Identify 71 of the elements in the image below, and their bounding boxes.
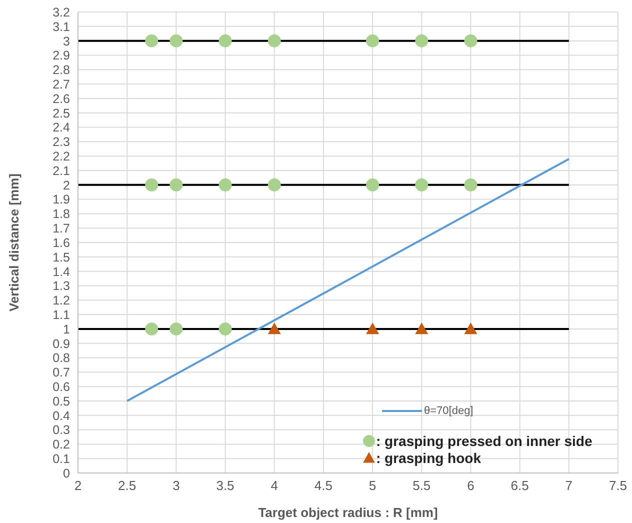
y-tick-label: 2.7	[52, 77, 70, 92]
x-tick-label: 6.5	[510, 478, 529, 494]
y-tick-label: 1.1	[52, 308, 70, 322]
x-tick-label: 3	[172, 478, 180, 494]
y-tick-label: 1.3	[52, 279, 70, 294]
y-tick-label: 0.1	[52, 452, 70, 466]
point	[170, 34, 183, 48]
x-tick-label: 6	[467, 478, 474, 494]
point	[464, 322, 478, 334]
y-tick-label: 1.9	[52, 192, 70, 207]
point	[464, 178, 478, 192]
y-tick-label: 3	[63, 34, 70, 48]
x-tick-label: 2.5	[118, 478, 136, 494]
point	[145, 322, 158, 336]
x-tick-label: 3.5	[216, 478, 234, 494]
y-tick-label: 0.2	[52, 438, 70, 452]
point	[218, 34, 232, 48]
legend-label: : grasping hook	[376, 450, 481, 466]
y-tick-label: 2.3	[52, 135, 70, 150]
point	[268, 178, 281, 192]
x-tick-label: 7.5	[608, 478, 628, 494]
y-axis-title: Vertical distance [mm]	[6, 174, 22, 312]
point	[415, 178, 428, 192]
x-tick-label: 2	[74, 478, 82, 494]
point	[366, 322, 380, 334]
y-tick-label: 2.4	[52, 120, 70, 135]
y-tick-label: 1.2	[52, 294, 70, 308]
y-tick-label: 2.6	[52, 92, 70, 106]
y-tick-label: 0.7	[52, 366, 70, 380]
y-tick-label: 1.7	[52, 222, 70, 236]
point	[145, 178, 158, 192]
point	[218, 178, 232, 192]
y-tick-label: 0.5	[52, 394, 70, 408]
y-tick-label: 1.6	[52, 236, 70, 250]
point	[464, 34, 478, 48]
x-axis-title: Target object radius : R [mm]	[258, 505, 438, 520]
y-tick-label: 2.1	[52, 164, 70, 178]
legend-label: : grasping pressed on inner side	[376, 432, 592, 448]
point	[218, 322, 232, 336]
y-tick-label: 0.3	[52, 423, 70, 438]
x-tick-label: 5	[368, 478, 376, 494]
point	[415, 34, 428, 48]
point	[366, 34, 380, 48]
point	[170, 322, 183, 336]
x-tick-label: 5.5	[412, 478, 431, 494]
y-tick-label: 3.1	[52, 20, 70, 34]
y-tick-label: 0.4	[52, 408, 70, 423]
y-tick-label: 0.9	[52, 336, 70, 351]
point	[145, 34, 158, 48]
y-tick-label: 2.8	[52, 63, 70, 78]
point	[415, 322, 428, 334]
x-tick-label: 7	[565, 478, 573, 494]
y-tick-label: 0.6	[52, 380, 70, 394]
point	[366, 178, 380, 192]
y-tick-label: 2.5	[52, 106, 70, 120]
y-tick-label: 0	[63, 466, 70, 480]
point	[170, 178, 183, 192]
y-tick-label: 0.8	[52, 351, 70, 366]
y-tick-label: 2.9	[52, 48, 70, 63]
y-tick-label: 1	[63, 322, 70, 336]
x-tick-label: 4.5	[314, 478, 332, 494]
y-tick-label: 3.2	[52, 5, 70, 20]
legend-label: θ=70[deg]	[424, 405, 474, 417]
y-tick-label: 1.8	[52, 207, 70, 222]
x-tick-label: 4	[270, 478, 278, 494]
y-tick-label: 2	[63, 178, 70, 192]
point	[268, 322, 281, 334]
y-tick-label: 1.4	[52, 264, 70, 279]
point	[268, 34, 281, 48]
y-tick-label: 1.5	[52, 250, 70, 264]
y-tick-label: 2.2	[52, 150, 70, 164]
